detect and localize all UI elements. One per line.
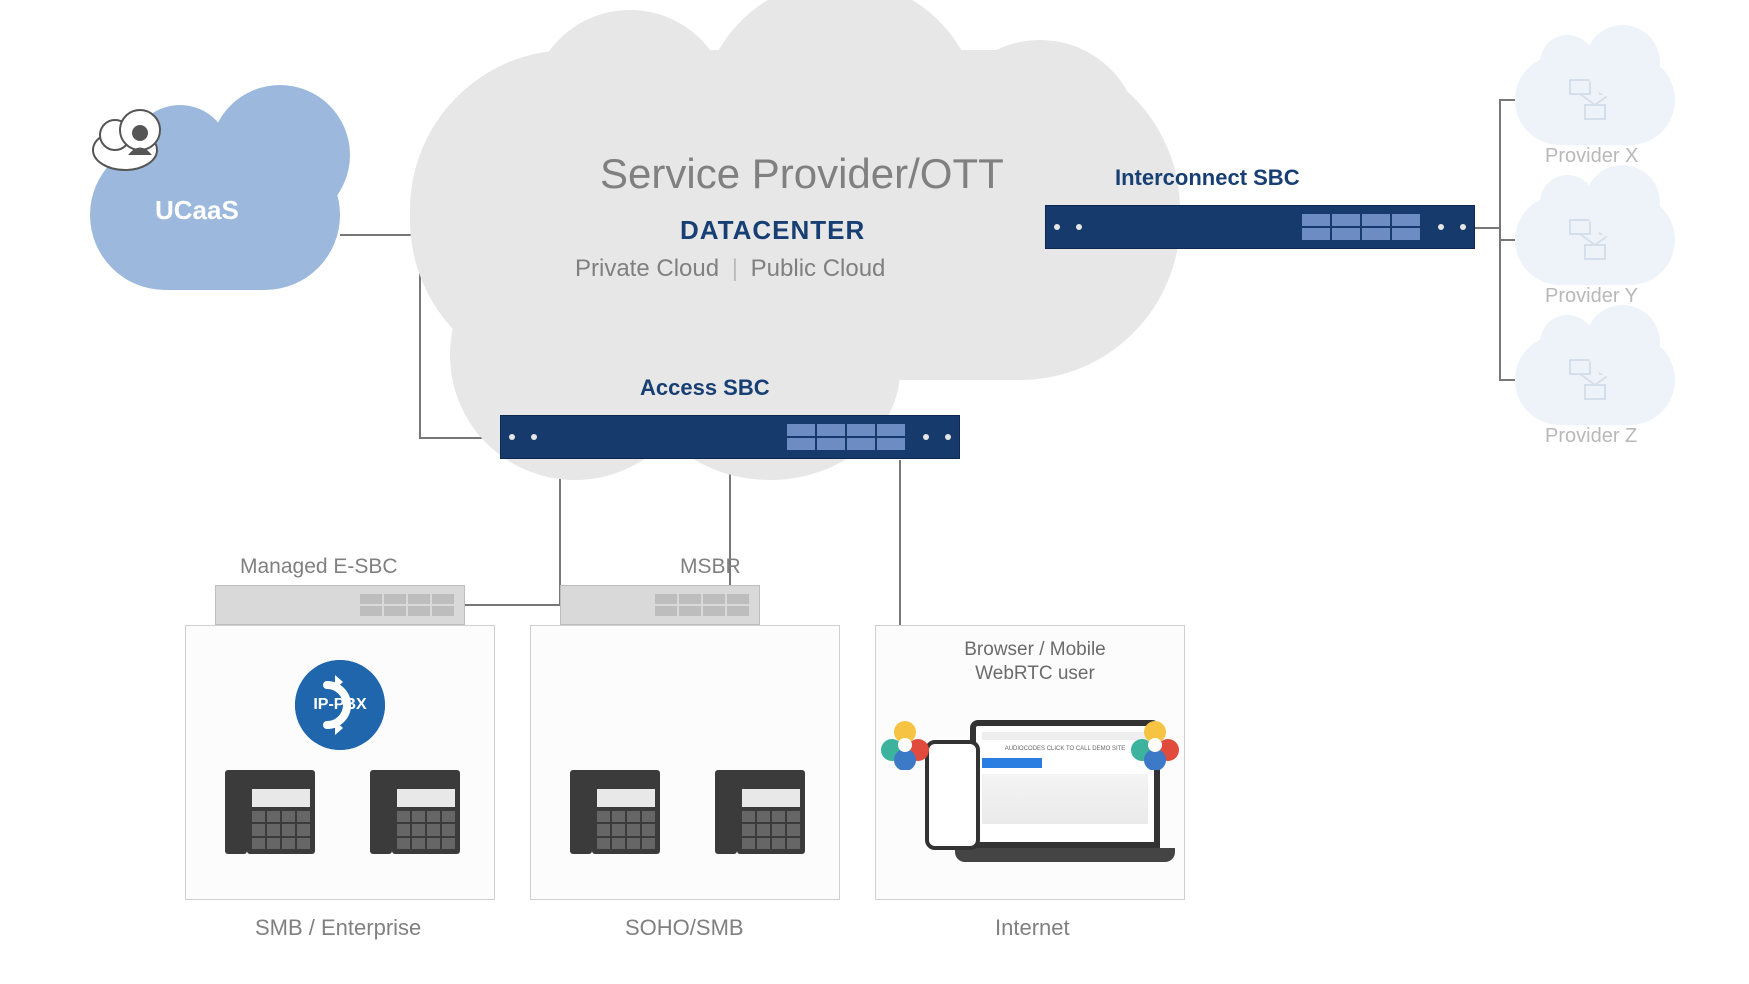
datacenter-subtitle: DATACENTER <box>680 215 865 246</box>
deskphone-icon <box>370 770 460 854</box>
webrtc-icon <box>1130 720 1180 770</box>
datacenter-title: Service Provider/OTT <box>600 150 1004 198</box>
person-cloud-icon <box>90 105 180 175</box>
access-sbc-device <box>500 415 960 459</box>
ippbx-icon: IP-PBX <box>295 660 385 750</box>
premise-label-2: SOHO/SMB <box>625 915 744 941</box>
webrtc-label: Browser / Mobile WebRTC user <box>945 638 1125 686</box>
premise-soho-smb <box>530 625 840 900</box>
interconnect-sbc-label: Interconnect SBC <box>1115 165 1300 191</box>
public-cloud-label: Public Cloud <box>751 255 886 282</box>
mobile-icon <box>925 740 980 850</box>
access-sbc-label: Access SBC <box>640 375 770 401</box>
datacenter-cloud-types: Private Cloud | Public Cloud <box>575 255 885 283</box>
esbc-device <box>215 585 465 625</box>
provider-cloud-y <box>1515 195 1675 285</box>
webrtc-label-line2: WebRTC user <box>975 663 1095 684</box>
webrtc-icon <box>880 720 930 770</box>
webrtc-label-line1: Browser / Mobile <box>964 639 1106 660</box>
separator: | <box>732 255 738 282</box>
esbc-label: Managed E-SBC <box>240 555 398 579</box>
msbr-device <box>560 585 760 625</box>
ucaas-label: UCaaS <box>155 195 239 226</box>
private-cloud-label: Private Cloud <box>575 255 719 282</box>
provider-z-label: Provider Z <box>1545 425 1637 448</box>
deskphone-icon <box>570 770 660 854</box>
deskphone-icon <box>225 770 315 854</box>
premise-label-1: SMB / Enterprise <box>255 915 421 941</box>
interconnect-sbc-device <box>1045 205 1475 249</box>
ippbx-label: IP-PBX <box>313 696 366 714</box>
premise-label-3: Internet <box>995 915 1070 941</box>
deskphone-icon <box>715 770 805 854</box>
provider-cloud-z <box>1515 335 1675 425</box>
provider-x-label: Provider X <box>1545 145 1638 168</box>
provider-cloud-x <box>1515 55 1675 145</box>
provider-y-label: Provider Y <box>1545 285 1638 308</box>
msbr-label: MSBR <box>680 555 741 579</box>
